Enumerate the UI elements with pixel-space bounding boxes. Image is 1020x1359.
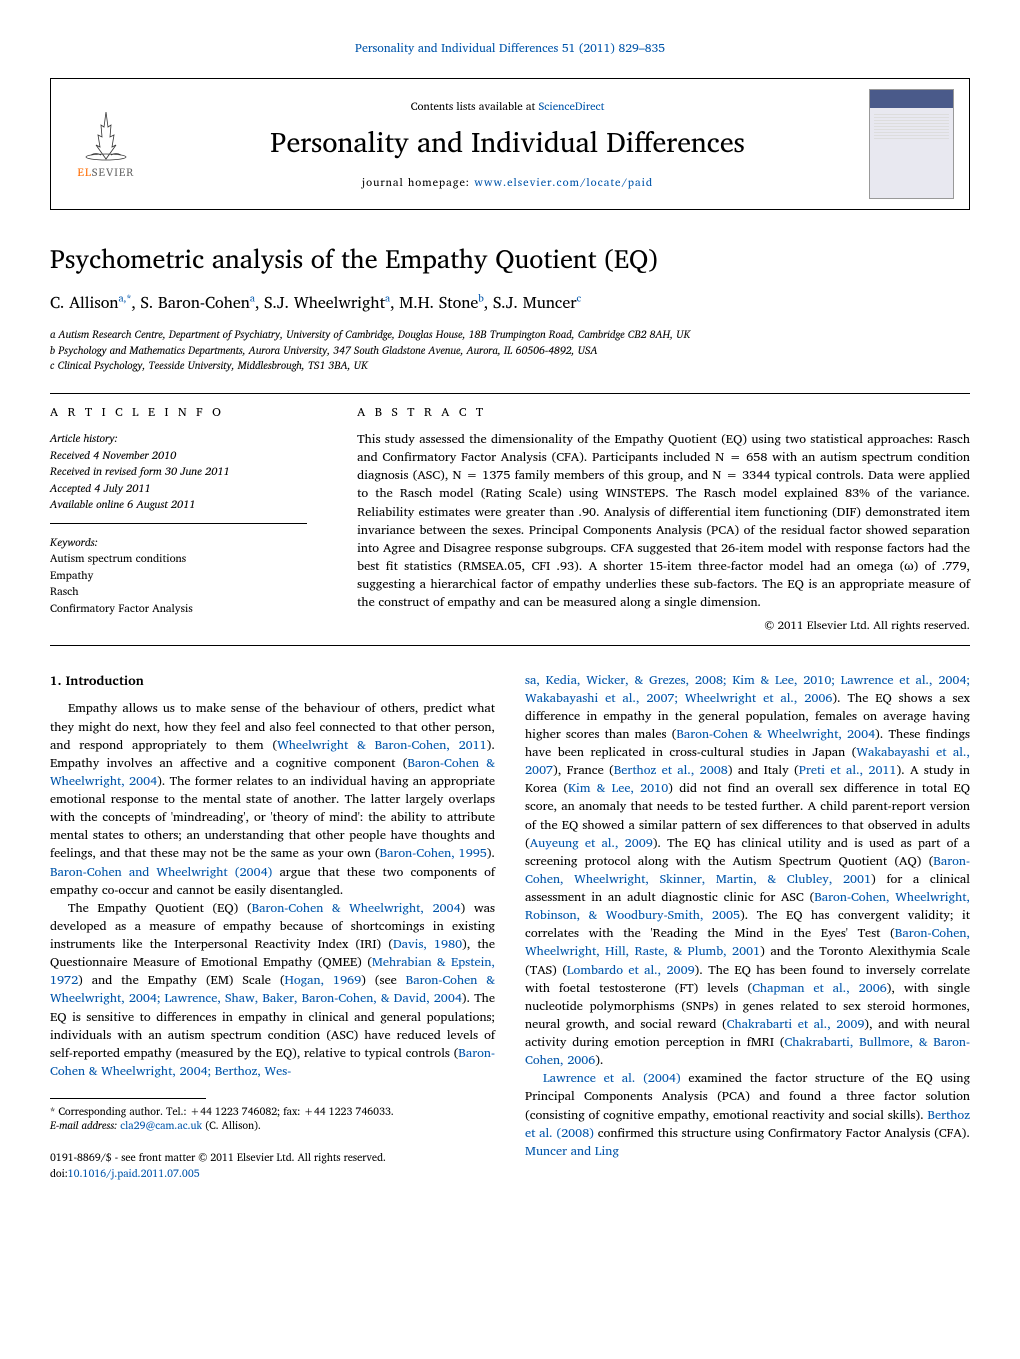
cite-eq-2004[interactable]: Baron-Cohen & Wheelwright, 2004 bbox=[252, 898, 461, 918]
article-info-panel: A R T I C L E I N F O Article history: R… bbox=[50, 394, 317, 645]
keyword-3: Rasch bbox=[50, 583, 307, 600]
keyword-4: Confirmatory Factor Analysis bbox=[50, 600, 307, 617]
cite-baroncohen-1995[interactable]: Baron-Cohen, 1995 bbox=[380, 843, 487, 863]
intro-paragraph-1: Empathy allows us to make sense of the b… bbox=[50, 699, 495, 898]
cite-auyeung-2009[interactable]: Auyeung et al., 2009 bbox=[530, 833, 653, 853]
sciencedirect-link[interactable]: ScienceDirect bbox=[539, 97, 605, 115]
cite-chapman-2006[interactable]: Chapman et al., 2006 bbox=[752, 978, 887, 998]
cite-preti-2011[interactable]: Preti et al., 2011 bbox=[799, 760, 897, 780]
abstract-panel: A B S T R A C T This study assessed the … bbox=[347, 394, 970, 645]
intro-paragraph-2-cont: sa, Kedia, Wicker, & Grezes, 2008; Kim &… bbox=[525, 671, 970, 1070]
cite-wheelwright-2011[interactable]: Wheelwright & Baron-Cohen, 2011 bbox=[277, 735, 487, 755]
keywords-title: Keywords: bbox=[50, 534, 307, 551]
author-4: M.H. Stone bbox=[399, 290, 478, 316]
journal-cover-thumbnail bbox=[869, 89, 954, 199]
footer-copyright: 0191-8869/$ - see front matter © 2011 El… bbox=[50, 1150, 495, 1180]
article-history-block: Article history: Received 4 November 201… bbox=[50, 430, 307, 524]
cite-lombardo-2009[interactable]: Lombardo et al., 2009 bbox=[567, 960, 695, 980]
cite-muncer-ling[interactable]: Muncer and Ling bbox=[525, 1141, 619, 1161]
keyword-2: Empathy bbox=[50, 567, 307, 584]
elsevier-logo: ELSEVIER bbox=[66, 99, 146, 189]
journal-homepage-line: journal homepage: www.elsevier.com/locat… bbox=[161, 174, 854, 191]
running-header: Personality and Individual Differences 5… bbox=[50, 40, 970, 58]
article-title: Psychometric analysis of the Empathy Quo… bbox=[50, 240, 970, 279]
header-link[interactable]: Personality and Individual Differences 5… bbox=[355, 39, 665, 58]
cite-lawrence-2004b[interactable]: Lawrence et al. (2004) bbox=[543, 1068, 681, 1088]
cite-bc-ww-2004b[interactable]: Baron-Cohen & Wheelwright, 2004 bbox=[676, 724, 875, 744]
cite-baroncohen-wheelwright-2004[interactable]: Baron-Cohen and Wheelwright (2004) bbox=[50, 862, 272, 882]
history-title: Article history: bbox=[50, 430, 307, 447]
cite-chakrabarti-2009[interactable]: Chakrabarti et al., 2009 bbox=[727, 1014, 865, 1034]
author-5: S.J. Muncer bbox=[493, 290, 576, 316]
article-info-label: A R T I C L E I N F O bbox=[50, 404, 307, 422]
info-abstract-row: A R T I C L E I N F O Article history: R… bbox=[50, 393, 970, 646]
author-1-affil[interactable]: a,* bbox=[118, 291, 131, 307]
elsevier-tree-icon bbox=[76, 107, 136, 162]
author-3-affil[interactable]: a bbox=[385, 291, 390, 307]
body-columns: 1. Introduction Empathy allows us to mak… bbox=[50, 671, 970, 1181]
affiliations-block: a Autism Research Centre, Department of … bbox=[50, 327, 970, 373]
journal-homepage-link[interactable]: www.elsevier.com/locate/paid bbox=[474, 173, 653, 191]
column-right: sa, Kedia, Wicker, & Grezes, 2008; Kim &… bbox=[525, 671, 970, 1181]
cite-hogan-1969[interactable]: Hogan, 1969 bbox=[285, 970, 362, 990]
journal-header-box: ELSEVIER Contents lists available at Sci… bbox=[50, 78, 970, 210]
cite-davis-1980[interactable]: Davis, 1980 bbox=[393, 934, 462, 954]
corresponding-author-footnote: * Corresponding author. Tel.: +44 1223 7… bbox=[50, 1105, 495, 1132]
abstract-text: This study assessed the dimensionality o… bbox=[357, 430, 970, 611]
received-date: Received 4 November 2010 bbox=[50, 447, 307, 464]
doi-line: doi:10.1016/j.paid.2011.07.005 bbox=[50, 1166, 495, 1181]
author-2-affil[interactable]: a bbox=[250, 291, 255, 307]
contents-available-line: Contents lists available at ScienceDirec… bbox=[161, 98, 854, 115]
intro-heading: 1. Introduction bbox=[50, 671, 495, 690]
keywords-block: Keywords: Autism spectrum conditions Emp… bbox=[50, 534, 307, 617]
online-date: Available online 6 August 2011 bbox=[50, 496, 307, 513]
author-4-affil[interactable]: b bbox=[478, 291, 484, 307]
elsevier-brand-text: ELSEVIER bbox=[78, 164, 135, 181]
header-center: Contents lists available at ScienceDirec… bbox=[161, 98, 854, 191]
keyword-1: Autism spectrum conditions bbox=[50, 550, 307, 567]
author-3: S.J. Wheelwright bbox=[264, 290, 385, 316]
journal-name: Personality and Individual Differences bbox=[161, 122, 854, 164]
abstract-copyright: © 2011 Elsevier Ltd. All rights reserved… bbox=[357, 617, 970, 634]
cite-kim-lee-2010[interactable]: Kim & Lee, 2010 bbox=[568, 778, 668, 798]
cite-berthoz-2008[interactable]: Berthoz et al., 2008 bbox=[614, 760, 728, 780]
author-1: C. Allison bbox=[50, 290, 118, 316]
footnote-separator bbox=[50, 1098, 206, 1099]
author-5-affil[interactable]: c bbox=[576, 291, 581, 307]
email-line: E-mail address: cla29@cam.ac.uk (C. Alli… bbox=[50, 1119, 495, 1133]
authors-list: C. Allisona,*, S. Baron-Cohena, S.J. Whe… bbox=[50, 291, 970, 315]
abstract-label: A B S T R A C T bbox=[357, 404, 970, 422]
intro-paragraph-3: Lawrence et al. (2004) examined the fact… bbox=[525, 1069, 970, 1160]
author-2: S. Baron-Cohen bbox=[141, 290, 250, 316]
column-left: 1. Introduction Empathy allows us to mak… bbox=[50, 671, 495, 1181]
doi-link[interactable]: 10.1016/j.paid.2011.07.005 bbox=[68, 1164, 200, 1182]
affiliation-c: c Clinical Psychology, Teesside Universi… bbox=[50, 358, 970, 373]
affiliation-a: a Autism Research Centre, Department of … bbox=[50, 327, 970, 342]
intro-paragraph-2: The Empathy Quotient (EQ) (Baron-Cohen &… bbox=[50, 899, 495, 1080]
email-link[interactable]: cla29@cam.ac.uk bbox=[120, 1116, 202, 1134]
accepted-date: Accepted 4 July 2011 bbox=[50, 480, 307, 497]
revised-date: Received in revised form 30 June 2011 bbox=[50, 463, 307, 480]
affiliation-b: b Psychology and Mathematics Departments… bbox=[50, 343, 970, 358]
